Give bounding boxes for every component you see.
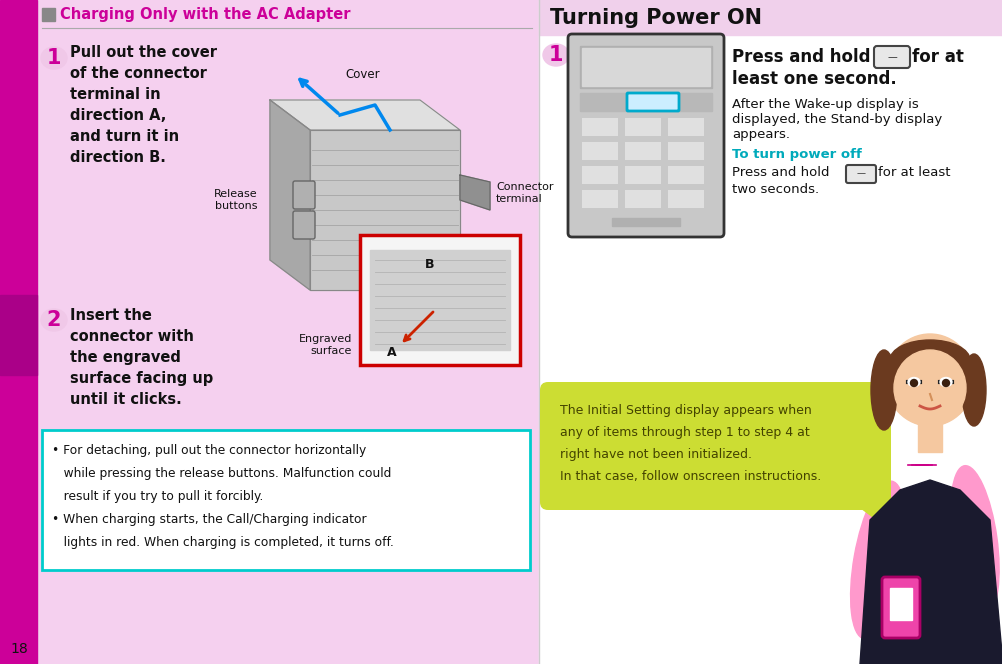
Bar [42, 8, 55, 21]
Text: —: — [856, 169, 865, 179]
Bar [611, 218, 679, 226]
Ellipse shape [904, 456, 939, 474]
Text: Press and hold: Press and hold [731, 166, 829, 179]
Text: • For detaching, pull out the connector horizontally: • For detaching, pull out the connector … [52, 444, 366, 457]
Bar [0, 0, 37, 664]
FancyBboxPatch shape [293, 211, 315, 239]
Bar [667, 142, 703, 160]
Polygon shape [460, 175, 490, 210]
Ellipse shape [950, 465, 998, 614]
Bar [0, 295, 37, 375]
Text: Engraved
surface: Engraved surface [299, 334, 352, 356]
Bar [579, 46, 711, 88]
Polygon shape [270, 100, 310, 290]
Text: Cover: Cover [345, 68, 379, 82]
Text: displayed, the Stand-by display: displayed, the Stand-by display [731, 113, 941, 126]
Text: for at: for at [911, 48, 963, 66]
Bar [667, 166, 703, 184]
Bar [581, 48, 709, 86]
Bar [624, 166, 660, 184]
FancyBboxPatch shape [845, 165, 875, 183]
Ellipse shape [939, 378, 951, 386]
Ellipse shape [910, 380, 917, 386]
FancyBboxPatch shape [360, 235, 519, 365]
Ellipse shape [882, 350, 976, 400]
Text: —: — [886, 52, 896, 62]
Text: 2: 2 [47, 310, 61, 330]
Text: Insert the
connector with
the engraved
surface facing up
until it clicks.: Insert the connector with the engraved s… [70, 308, 213, 407]
Ellipse shape [942, 380, 949, 386]
Ellipse shape [41, 309, 67, 331]
Text: Press and hold: Press and hold [731, 48, 870, 66]
Text: Pull out the cover
of the connector
terminal in
direction A,
and turn it in
dire: Pull out the cover of the connector term… [70, 45, 216, 165]
Text: right have not been initialized.: right have not been initialized. [559, 448, 752, 461]
Text: appears.: appears. [731, 128, 790, 141]
Text: Release
buttons: Release buttons [214, 189, 258, 210]
Bar [538, 0, 1002, 664]
Bar [667, 190, 703, 208]
Bar [581, 142, 617, 160]
Ellipse shape [907, 378, 919, 386]
Text: any of items through step 1 to step 4 at: any of items through step 1 to step 4 at [559, 426, 809, 439]
Ellipse shape [41, 47, 67, 69]
FancyBboxPatch shape [42, 430, 529, 570]
Ellipse shape [889, 340, 969, 380]
Bar [581, 190, 617, 208]
Polygon shape [310, 130, 460, 290]
Text: To turn power off: To turn power off [731, 148, 861, 161]
Bar [624, 118, 660, 136]
FancyBboxPatch shape [293, 181, 315, 209]
Ellipse shape [961, 354, 985, 426]
Text: while pressing the release buttons. Malfunction could: while pressing the release buttons. Malf… [52, 467, 391, 480]
FancyBboxPatch shape [539, 382, 890, 510]
Text: 1: 1 [548, 45, 563, 65]
Bar [624, 190, 660, 208]
FancyBboxPatch shape [873, 46, 909, 68]
FancyBboxPatch shape [626, 93, 678, 111]
Bar [889, 588, 911, 620]
Text: two seconds.: two seconds. [731, 183, 819, 196]
Text: The Initial Setting display appears when: The Initial Setting display appears when [559, 404, 811, 417]
Text: A: A [387, 347, 397, 359]
Text: Turning Power ON: Turning Power ON [549, 8, 762, 28]
Text: Charging Only with the AC Adapter: Charging Only with the AC Adapter [60, 7, 350, 21]
Text: Basic Operation: Basic Operation [12, 276, 25, 388]
Bar [581, 166, 617, 184]
Text: for at least: for at least [877, 166, 950, 179]
Bar [917, 422, 941, 452]
Ellipse shape [885, 334, 973, 426]
Polygon shape [852, 502, 892, 532]
Polygon shape [859, 480, 1002, 664]
Polygon shape [370, 250, 509, 350]
FancyBboxPatch shape [881, 577, 919, 638]
Bar [37, 0, 538, 664]
Ellipse shape [870, 350, 896, 430]
Bar [538, 0, 1002, 35]
Ellipse shape [850, 481, 905, 639]
Text: 1: 1 [47, 48, 61, 68]
Bar [624, 142, 660, 160]
Bar [581, 118, 617, 136]
Text: result if you try to pull it forcibly.: result if you try to pull it forcibly. [52, 490, 264, 503]
Polygon shape [270, 100, 460, 130]
Text: Connector
terminal: Connector terminal [496, 182, 553, 204]
Text: In that case, follow onscreen instructions.: In that case, follow onscreen instructio… [559, 470, 821, 483]
FancyBboxPatch shape [567, 34, 723, 237]
Bar [579, 93, 711, 111]
Ellipse shape [893, 350, 965, 426]
Text: least one second.: least one second. [731, 70, 896, 88]
Text: B: B [425, 258, 434, 272]
Text: 18: 18 [10, 642, 28, 656]
Ellipse shape [542, 44, 568, 66]
Text: • When charging starts, the Call/Charging indicator: • When charging starts, the Call/Chargin… [52, 513, 367, 526]
Text: lights in red. When charging is completed, it turns off.: lights in red. When charging is complete… [52, 536, 394, 549]
Bar [667, 118, 703, 136]
Text: After the Wake-up display is: After the Wake-up display is [731, 98, 918, 111]
